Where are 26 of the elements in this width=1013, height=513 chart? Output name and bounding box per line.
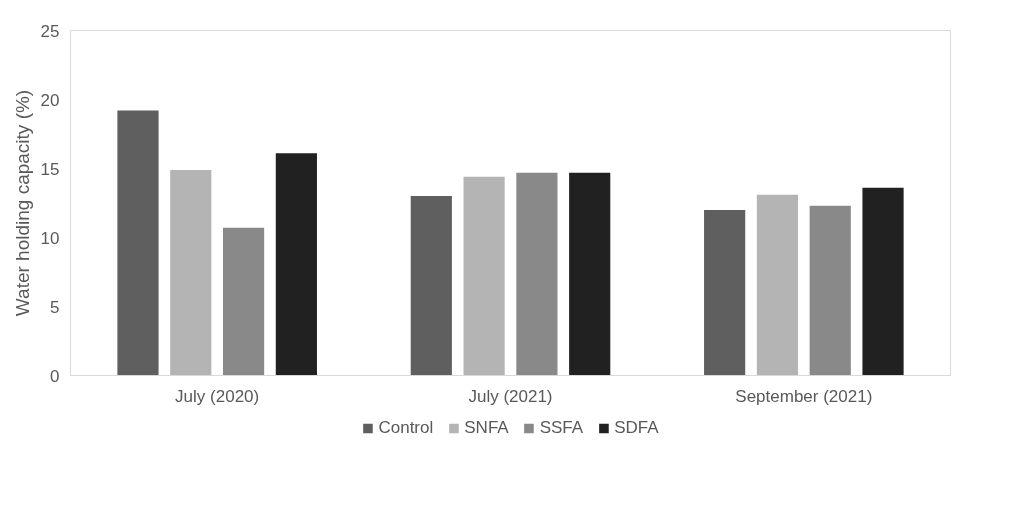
bar — [410, 196, 452, 376]
bar — [569, 172, 611, 376]
y-tick-label: 15 — [40, 159, 60, 179]
x-tick-label: July (2021) — [468, 386, 553, 406]
bar — [170, 169, 212, 376]
bar — [862, 187, 904, 376]
y-tick-label: 10 — [40, 228, 60, 248]
x-tick-label: July (2020) — [175, 386, 260, 406]
y-tick-label: 25 — [40, 21, 60, 41]
bar — [222, 227, 265, 376]
bar — [516, 172, 558, 376]
bar — [463, 176, 505, 376]
bar — [756, 194, 799, 376]
y-tick-label: 0 — [50, 366, 60, 386]
x-tick-label: September (2021) — [735, 386, 873, 406]
legend-label: Control — [378, 418, 434, 438]
legend-label: SSFA — [539, 418, 584, 438]
y-axis-title: Water holding capacity (%) — [11, 89, 33, 317]
bar — [704, 209, 746, 376]
bar — [809, 205, 851, 376]
legend-label: SDFA — [614, 418, 659, 438]
bar — [275, 153, 317, 376]
y-tick-label: 5 — [50, 297, 60, 317]
legend-label: SNFA — [464, 418, 509, 438]
y-tick-label: 20 — [40, 90, 60, 110]
bar — [117, 110, 159, 376]
